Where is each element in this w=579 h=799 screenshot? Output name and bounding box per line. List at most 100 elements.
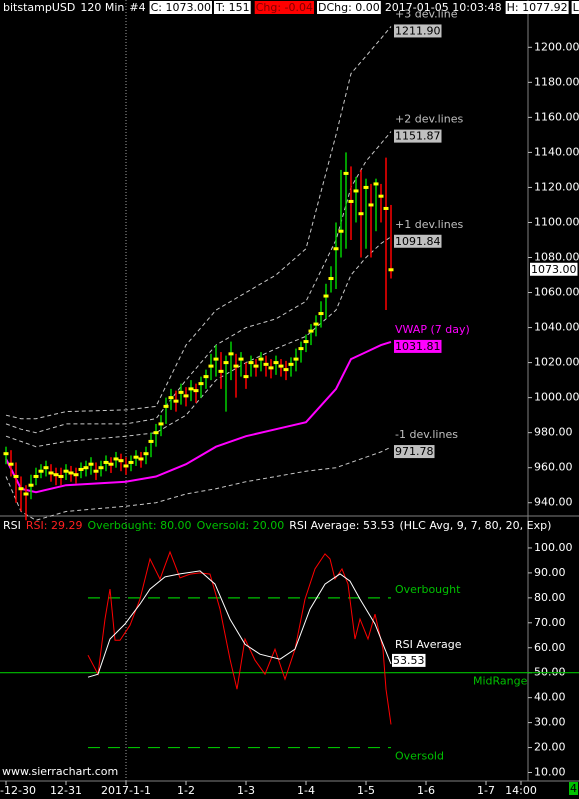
level-label: Oversold	[395, 750, 444, 763]
close-tick	[363, 185, 369, 189]
close-tick	[173, 399, 179, 403]
page-number-box	[569, 782, 578, 795]
close-tick	[58, 474, 64, 478]
close-tick	[103, 460, 109, 464]
close-tick	[298, 347, 304, 351]
close-tick	[193, 389, 199, 393]
close-tick	[198, 382, 204, 386]
close-tick	[28, 483, 34, 487]
close-tick	[93, 469, 99, 473]
band-value-label-box	[394, 24, 442, 38]
close-tick	[13, 474, 19, 478]
band-value-label: 971.78	[395, 445, 434, 458]
close-tick	[388, 268, 394, 272]
x-tick-label: 1-6	[417, 784, 435, 797]
close-tick	[208, 364, 214, 368]
close-tick	[308, 329, 314, 333]
close-tick	[333, 247, 339, 251]
band-value-label: 1211.90	[395, 24, 441, 37]
x-tick-label: 14:00	[505, 784, 537, 797]
close-tick	[238, 357, 244, 361]
y-tick-label: 90.00	[534, 566, 566, 579]
rsi-value-label: 53.53	[393, 654, 425, 667]
close-tick	[53, 473, 59, 477]
y-tick-label: 1200.00	[534, 40, 579, 53]
band-name: +3 dev.line	[395, 7, 458, 20]
x-tick-label: 1-2	[177, 784, 195, 797]
close-tick	[83, 466, 89, 470]
rsi-legend-item: RSI Average: 53.53	[289, 519, 394, 532]
close-tick	[368, 203, 374, 207]
y-tick-label: 1120.00	[534, 180, 579, 193]
close-tick	[213, 357, 219, 361]
close-tick	[68, 471, 74, 475]
header-item-box	[571, 1, 579, 14]
close-tick	[348, 199, 354, 203]
header-item: DChg: 0.00	[318, 1, 380, 14]
close-tick	[118, 459, 124, 463]
y-tick-label: 1080.00	[534, 251, 579, 264]
close-tick	[108, 462, 114, 466]
y-tick-label: 940.00	[534, 496, 573, 509]
header-item: H: 1077.92	[507, 1, 568, 14]
y-tick-label: 1000.00	[534, 391, 579, 404]
close-tick	[328, 277, 334, 281]
close-tick	[248, 361, 254, 365]
close-tick	[168, 396, 174, 400]
rsi-line	[87, 550, 392, 725]
band-name: +2 dev.lines	[395, 113, 463, 126]
close-tick	[283, 368, 289, 372]
close-tick	[138, 457, 144, 461]
rsi-legend-item: (HLC Avg, 9, 7, 80, 20, Exp)	[399, 519, 551, 532]
last-price-label-box	[530, 262, 578, 276]
close-tick	[278, 364, 284, 368]
band-line	[5, 236, 392, 448]
close-tick	[158, 422, 164, 426]
level-label: Overbought	[395, 583, 461, 596]
y-tick-label: 1060.00	[534, 286, 579, 299]
close-tick	[98, 466, 104, 470]
header-item-box	[149, 1, 212, 14]
close-tick	[23, 492, 29, 496]
close-tick	[258, 357, 264, 361]
header-item: C: 1073.00	[151, 1, 211, 14]
band-value-label-box	[394, 339, 442, 353]
band-line	[5, 340, 392, 494]
rsi-legend-item: Oversold: 20.00	[197, 519, 285, 532]
y-tick-label: 1180.00	[534, 75, 579, 88]
close-tick	[113, 457, 119, 461]
close-tick	[323, 294, 329, 298]
close-tick	[88, 462, 94, 466]
close-tick	[273, 361, 279, 365]
close-tick	[8, 462, 14, 466]
y-tick-label: 1140.00	[534, 145, 579, 158]
rsi-legend-item: Overbought: 80.00	[87, 519, 191, 532]
x-tick-label: 1-5	[357, 784, 375, 797]
close-tick	[338, 229, 344, 233]
y-tick-label: 980.00	[534, 426, 573, 439]
y-tick-label: 960.00	[534, 461, 573, 474]
close-tick	[188, 387, 194, 391]
header-item: L:	[573, 1, 579, 14]
header-item: 120 Min	[80, 1, 124, 14]
x-tick-label: 12-31	[50, 784, 82, 797]
rsi-line	[87, 570, 392, 678]
band-value-label-box	[394, 234, 442, 248]
y-tick-label: 30.00	[534, 716, 566, 729]
close-tick	[243, 375, 249, 379]
close-tick	[383, 206, 389, 210]
close-tick	[203, 375, 209, 379]
x-tick-label: -12-30	[0, 784, 36, 797]
y-tick-label: 1040.00	[534, 321, 579, 334]
band-value-label-box	[394, 445, 435, 459]
y-tick-label: 60.00	[534, 641, 566, 654]
level-label: MidRange	[473, 675, 528, 688]
header-item-box	[505, 1, 569, 14]
y-tick-label: 70.00	[534, 616, 566, 629]
close-tick	[128, 460, 134, 464]
page-number: 4	[570, 782, 577, 795]
close-tick	[253, 364, 259, 368]
rsi-legend-item: RSI: 29.29	[26, 519, 83, 532]
close-tick	[143, 452, 149, 456]
